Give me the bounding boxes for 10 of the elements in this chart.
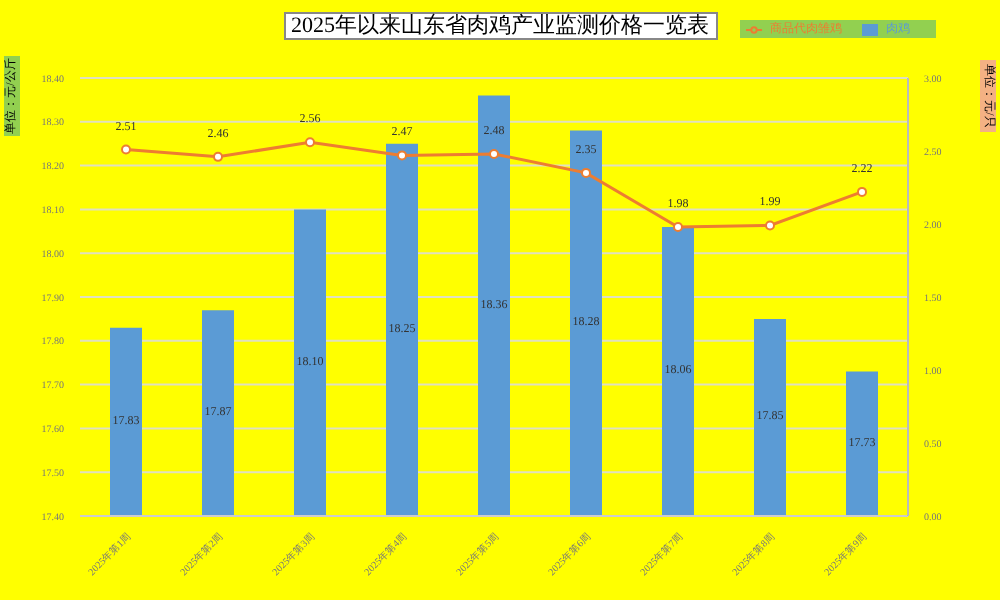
point — [857, 186, 867, 197]
point — [673, 221, 683, 232]
point — [489, 148, 499, 159]
point — [305, 137, 315, 148]
point — [765, 220, 775, 231]
point — [121, 144, 131, 155]
point — [397, 150, 407, 161]
chart-title: 2025年以来山东省肉鸡产业监测价格一览表 — [283, 12, 717, 40]
point — [581, 167, 591, 178]
point — [213, 151, 223, 162]
